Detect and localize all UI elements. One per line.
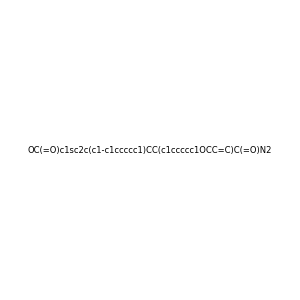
Text: OC(=O)c1sc2c(c1-c1ccccc1)CC(c1ccccc1OCC=C)C(=O)N2: OC(=O)c1sc2c(c1-c1ccccc1)CC(c1ccccc1OCC=…	[28, 146, 272, 154]
